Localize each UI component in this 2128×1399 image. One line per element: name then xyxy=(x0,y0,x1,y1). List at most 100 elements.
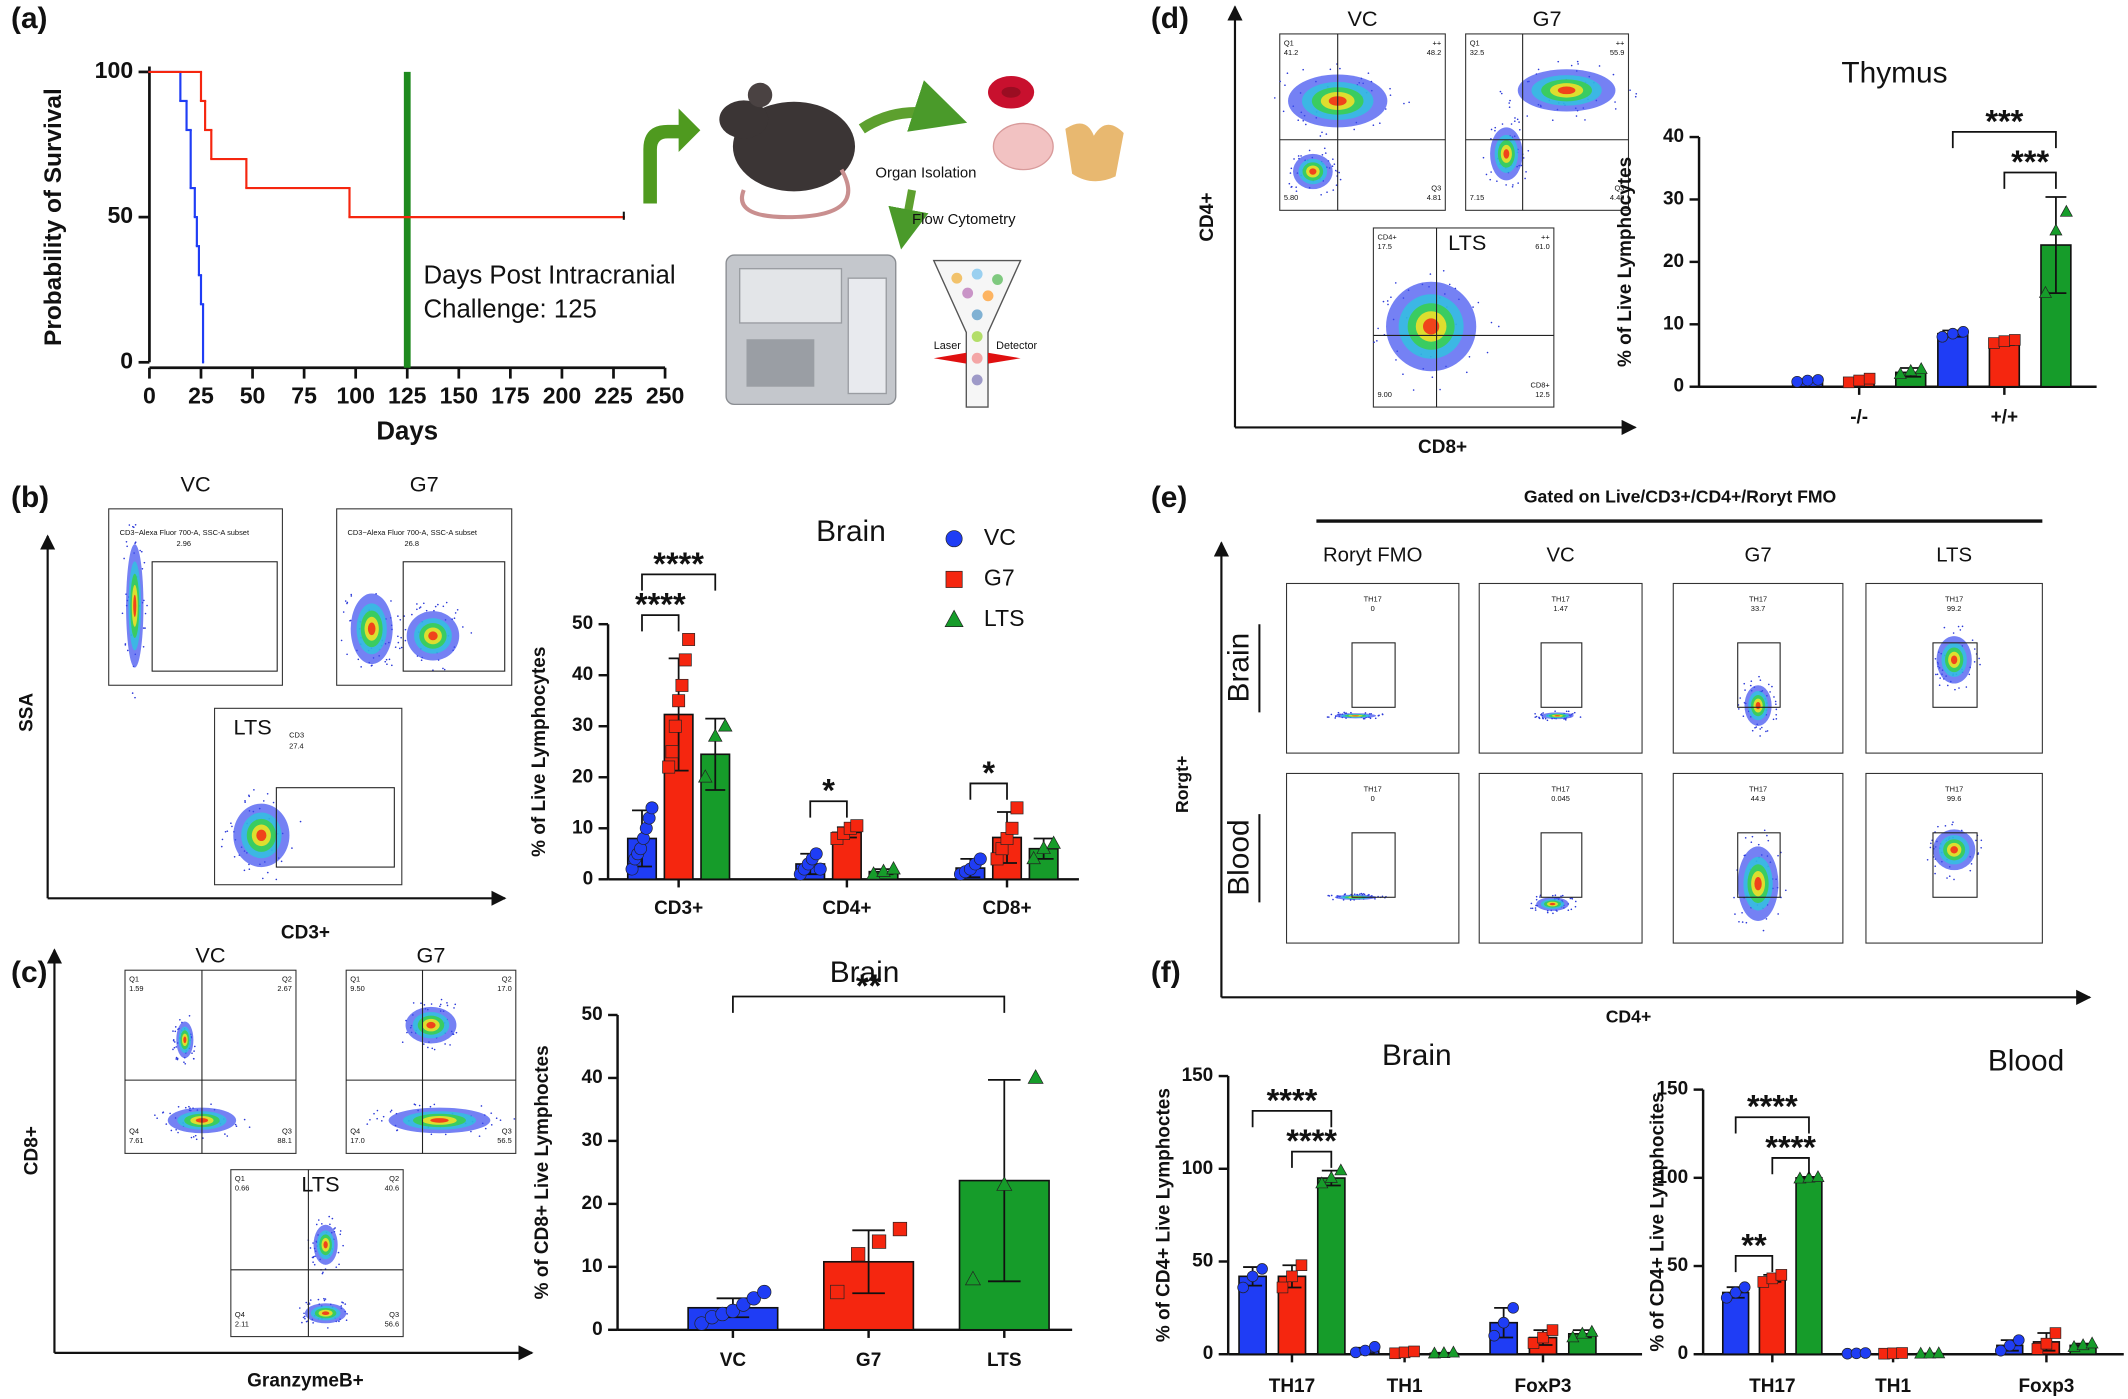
event-dot xyxy=(1290,167,1293,170)
significance-label: ** xyxy=(856,968,882,1004)
gate-value: 0 xyxy=(1371,794,1375,803)
event-dot xyxy=(1518,128,1521,131)
event-dot xyxy=(433,1103,436,1106)
event-dot xyxy=(1777,913,1779,915)
event-dot xyxy=(1332,189,1335,191)
event-dot xyxy=(1775,718,1778,720)
event-dot xyxy=(1959,629,1962,631)
event-dot xyxy=(1954,688,1956,691)
event-dot xyxy=(1378,714,1380,717)
event-dot xyxy=(388,658,391,661)
data-point xyxy=(1315,1176,1329,1189)
event-dot xyxy=(430,1003,433,1005)
significance-bracket xyxy=(1734,1254,1774,1273)
event-dot xyxy=(445,601,448,604)
flow-plot xyxy=(1285,772,1460,944)
quadrant-label: Q4 xyxy=(129,1127,139,1136)
density xyxy=(1423,318,1440,335)
event-dot xyxy=(1514,117,1516,119)
event-dot xyxy=(301,1321,303,1324)
event-dot xyxy=(1772,718,1775,721)
event-dot xyxy=(139,549,141,552)
event-dot xyxy=(221,838,224,841)
y-tick-label: 100 xyxy=(1657,1167,1689,1188)
significance-label: **** xyxy=(1267,1082,1318,1118)
event-dot xyxy=(143,599,145,602)
y-tick-label: 30 xyxy=(572,715,593,736)
quadrant-label: Q2 xyxy=(502,975,512,984)
x-tick-label: 150 xyxy=(440,383,478,409)
y-tick-label: 0 xyxy=(1678,1343,1689,1364)
event-dot xyxy=(1535,895,1538,898)
event-dot xyxy=(396,1129,399,1131)
event-dot xyxy=(1943,626,1946,629)
event-dot xyxy=(144,627,146,629)
event-dot xyxy=(233,855,236,858)
arrow xyxy=(888,189,929,250)
data-point xyxy=(1802,1170,1816,1183)
quadrant-label: Q2 xyxy=(389,1174,399,1183)
event-dot xyxy=(177,1105,180,1108)
data-point xyxy=(1427,1346,1441,1359)
event-dot xyxy=(248,1126,251,1128)
event-dot xyxy=(1339,67,1341,70)
event-dot xyxy=(1538,716,1540,719)
illustration-label: Organ Isolation xyxy=(875,165,976,182)
event-dot xyxy=(1496,180,1498,182)
data-point xyxy=(1932,1346,1946,1359)
event-dot xyxy=(1584,119,1586,121)
event-dot xyxy=(340,639,343,642)
quadrant-value: 88.1 xyxy=(277,1136,292,1145)
event-dot xyxy=(1552,912,1554,915)
data-point xyxy=(892,1221,908,1237)
event-dot xyxy=(344,600,347,602)
event-dot xyxy=(304,1317,306,1320)
event-dot xyxy=(1339,178,1342,181)
event-dot xyxy=(1390,296,1392,299)
quadrant-value: 56.6 xyxy=(385,1319,400,1328)
event-dot xyxy=(280,860,283,863)
data-point xyxy=(672,694,686,708)
event-dot xyxy=(1934,657,1937,660)
event-dot xyxy=(165,1123,168,1125)
data-point xyxy=(886,861,901,875)
quadrant-label: ++ xyxy=(1541,232,1550,241)
data-point xyxy=(1497,1316,1510,1329)
event-dot xyxy=(1402,373,1404,376)
gate-label: CD3−Alexa Fluor 700-A, SSC-A subset xyxy=(120,528,250,537)
y-axis-label: % of CD4+ Live Lymphoctes xyxy=(1153,1088,1174,1342)
y-tick-label: 20 xyxy=(582,1193,603,1214)
significance-label: **** xyxy=(635,587,686,623)
event-dot xyxy=(1767,839,1770,842)
event-dot xyxy=(1527,149,1530,152)
event-dot xyxy=(1575,115,1578,117)
event-dot xyxy=(455,1031,458,1034)
event-dot xyxy=(1937,825,1939,828)
cell xyxy=(951,272,963,284)
event-dot xyxy=(1499,90,1502,93)
event-dot xyxy=(418,607,421,609)
event-dot xyxy=(1767,683,1770,686)
data-point xyxy=(1863,372,1876,385)
event-dot xyxy=(437,603,439,606)
event-dot xyxy=(1934,865,1937,868)
event-dot xyxy=(1968,673,1971,676)
event-dot xyxy=(1926,858,1929,861)
gate-label: CD3 xyxy=(289,730,304,739)
event-dot xyxy=(173,1041,176,1043)
event-dot xyxy=(1751,729,1754,732)
event-dot xyxy=(416,608,418,611)
legend-label: G7 xyxy=(984,565,1015,591)
gate-value: 99.6 xyxy=(1947,794,1962,803)
cell xyxy=(971,268,983,280)
event-dot xyxy=(1537,68,1540,71)
event-dot xyxy=(480,1105,483,1107)
event-dot xyxy=(366,1123,369,1125)
event-dot xyxy=(202,1137,204,1139)
event-dot xyxy=(470,632,473,634)
bar xyxy=(1316,1177,1346,1356)
significance-bracket xyxy=(809,800,848,818)
event-dot xyxy=(1465,371,1468,374)
gate-value: 33.7 xyxy=(1751,604,1766,613)
gating-header: Gated on Live/CD3+/CD4+/Roryt FMO xyxy=(1524,487,1836,507)
